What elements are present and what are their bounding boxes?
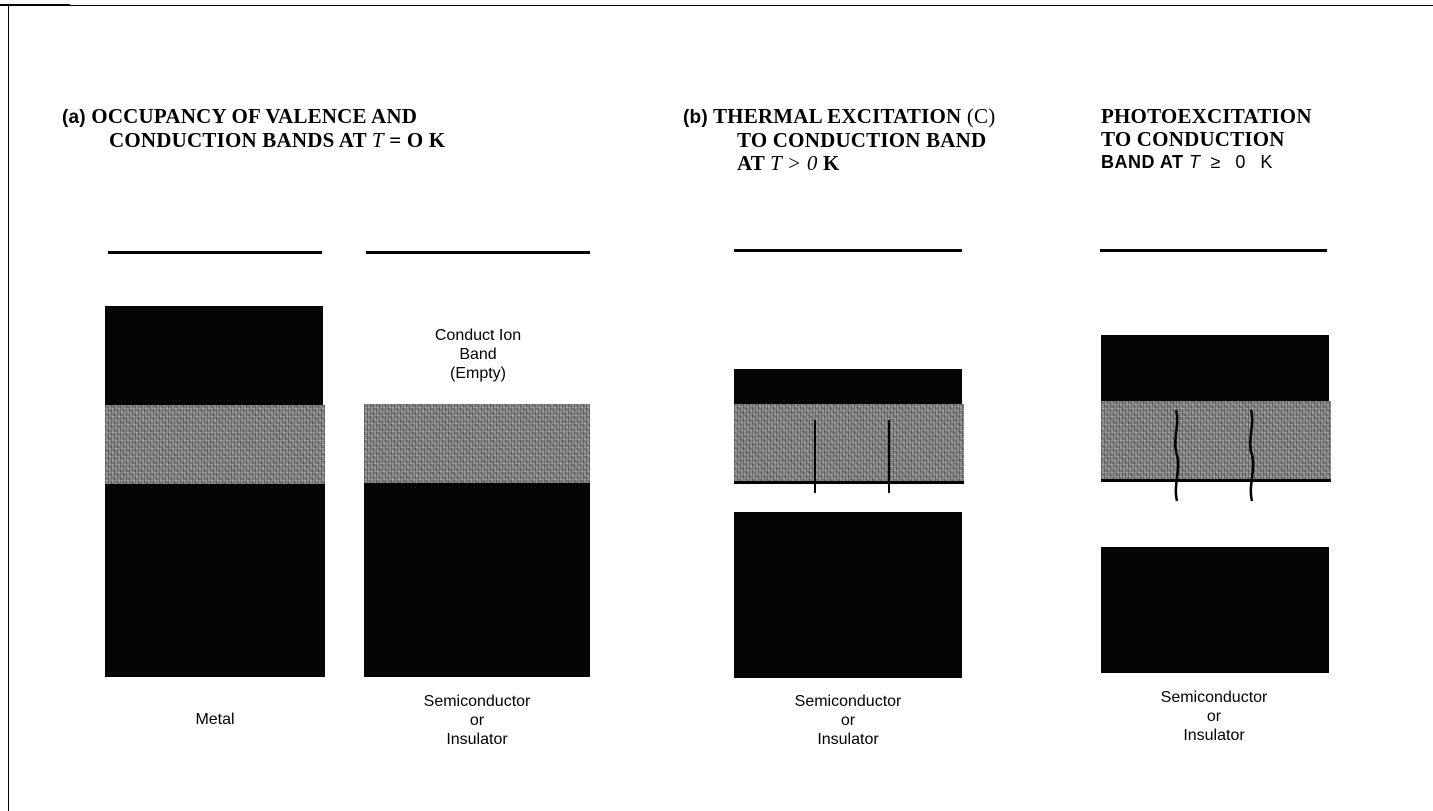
semiconductor-a-label-line1: Semiconductor	[423, 693, 531, 710]
panel-a-title: (a) OCCUPANCY OF VALENCE AND CONDUCTION …	[62, 105, 445, 152]
panel-c-title: PHOTOEXCITATION TO CONDUCTION BAND AT T …	[1101, 105, 1312, 174]
conduction-band-label-line1: Conduct Ion	[434, 327, 522, 344]
conduction-band-label-line3: (Empty)	[450, 365, 506, 382]
semiconductor-a-label: Semiconductor or Insulator	[402, 692, 552, 749]
metal-lower-band	[105, 484, 325, 677]
panel-a-title-line2-pre: CONDUCTION BANDS AT	[109, 128, 372, 152]
panel-a-tag: (a)	[62, 107, 86, 128]
thermal-conduction-band	[734, 369, 962, 405]
thermal-semiconductor-label-line3: Insulator	[817, 731, 879, 748]
photo-top-line	[1100, 249, 1327, 252]
panel-c-title-var: T	[1189, 152, 1201, 172]
thermal-valence-band	[734, 512, 962, 678]
frame-left-border	[8, 5, 9, 811]
panel-b-title: (b) THERMAL EXCITATION (C) TO CONDUCTION…	[683, 105, 995, 175]
frame-top-border	[0, 5, 1433, 6]
panel-b-title-line2: TO CONDUCTION BAND	[737, 128, 987, 152]
panel-c-title-line1: PHOTOEXCITATION	[1101, 104, 1312, 128]
panel-a-title-line2-post: = O K	[383, 128, 446, 152]
panel-b-title-line3-pre: AT	[737, 151, 771, 175]
thermal-gray-band	[734, 404, 964, 483]
conduction-band-label-line2: Band	[459, 346, 497, 363]
photo-electron-path-left	[1174, 409, 1180, 502]
semiconductor-a-top-line	[366, 251, 590, 254]
thermal-electron-tick-left	[814, 420, 816, 493]
panel-c-title-line3-post: ≥ 0 K	[1200, 152, 1278, 172]
semiconductor-a-gray-band	[364, 404, 590, 484]
panel-b-title-line3-post: K	[817, 151, 840, 175]
thermal-semiconductor-label-line1: Semiconductor	[794, 693, 902, 710]
photo-semiconductor-label-line2: or	[1206, 708, 1222, 725]
photo-semiconductor-label-line3: Insulator	[1183, 727, 1245, 744]
panel-b-tag: (b)	[683, 107, 708, 128]
thermal-top-line	[734, 249, 962, 252]
photo-gray-band	[1101, 401, 1331, 481]
thermal-semiconductor-label-line2: or	[840, 712, 856, 729]
panel-c-tag: (C)	[966, 104, 996, 128]
panel-c-title-line2: TO CONDUCTION	[1101, 127, 1285, 151]
thermal-semiconductor-label: Semiconductor or Insulator	[773, 692, 923, 749]
panel-b-title-line1: THERMAL EXCITATION	[712, 104, 962, 128]
semiconductor-a-label-line2: or	[469, 712, 485, 729]
photo-valence-band	[1101, 547, 1329, 673]
photo-conduction-band	[1101, 335, 1329, 402]
conduction-band-label: Conduct Ion Band (Empty)	[403, 326, 553, 383]
panel-b-title-var: T > 0	[770, 151, 818, 175]
photo-electron-path-right	[1249, 409, 1255, 502]
thermal-electron-tick-right	[888, 420, 890, 493]
semiconductor-a-label-line3: Insulator	[446, 731, 508, 748]
panel-a-title-var: T	[371, 128, 384, 152]
metal-partial-band	[105, 405, 325, 485]
thermal-gray-bottom-line	[734, 481, 964, 484]
semiconductor-a-valence-band	[364, 483, 590, 677]
photo-semiconductor-label-line1: Semiconductor	[1160, 689, 1268, 706]
photo-gray-bottom-line	[1101, 479, 1331, 482]
metal-upper-band	[105, 306, 323, 406]
metal-label: Metal	[195, 711, 235, 728]
panel-c-title-line3-pre: BAND AT	[1101, 152, 1189, 172]
panel-a-title-line1: OCCUPANCY OF VALENCE AND	[91, 104, 418, 128]
metal-top-level-line	[108, 251, 322, 254]
photo-semiconductor-label: Semiconductor or Insulator	[1139, 688, 1289, 745]
frame-top-accent	[0, 4, 70, 6]
